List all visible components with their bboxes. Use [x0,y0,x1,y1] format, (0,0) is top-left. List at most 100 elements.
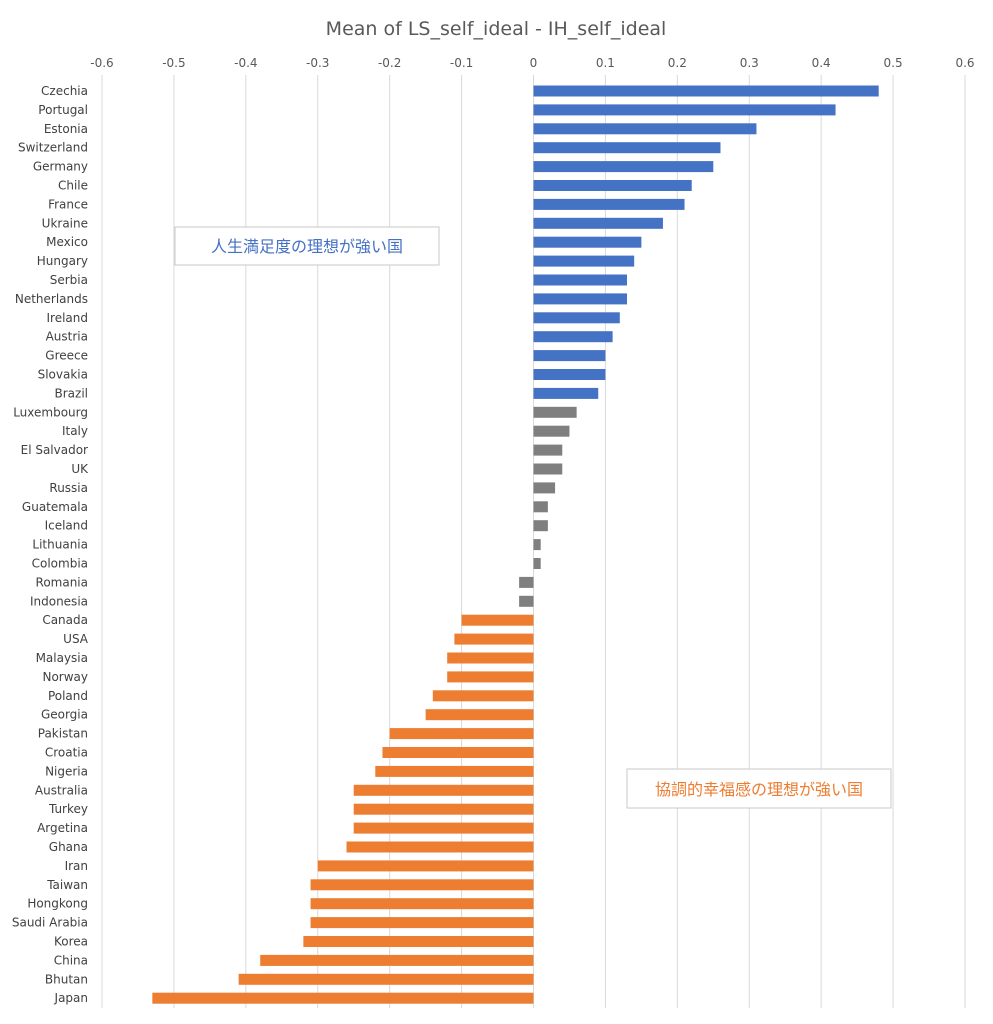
category-label-23: Iceland [45,519,88,533]
bar-28 [461,614,534,626]
bar-15 [533,369,606,380]
category-label-36: Nigeria [45,764,88,778]
bar-44 [310,917,534,929]
bar-6 [533,198,685,210]
bar-13 [533,331,613,343]
bar-33 [425,709,534,721]
bar-16 [533,387,599,399]
category-label-20: UK [71,462,89,476]
bar-18 [533,425,570,437]
x-tick-label-11: 0.5 [884,56,903,70]
category-label-16: Brazil [55,386,89,400]
category-label-1: Portugal [38,103,88,117]
category-label-6: France [48,197,88,211]
x-tick-label-1: -0.5 [162,56,185,70]
bar-47 [238,973,534,985]
bar-37 [353,784,534,796]
category-label-25: Colombia [32,557,88,571]
category-label-40: Ghana [49,840,88,854]
x-tick-label-9: 0.3 [740,56,759,70]
category-label-3: Switzerland [18,141,88,155]
bar-17 [533,406,577,418]
bar-5 [533,180,692,191]
bar-31 [447,671,534,683]
bar-35 [382,747,534,758]
bar-7 [533,217,663,229]
category-label-35: Croatia [45,746,88,760]
bar-11 [533,293,627,305]
category-label-38: Turkey [48,802,88,816]
category-label-28: Canada [42,613,88,627]
bar-10 [533,274,627,286]
callout-orange-text: 協調的幸福感の理想が強い国 [655,780,863,799]
category-label-47: Bhutan [45,972,88,986]
bar-39 [353,822,534,834]
bar-42 [310,879,534,891]
x-tick-label-7: 0.1 [596,56,615,70]
bar-34 [389,728,534,740]
category-labels: Czechia Portugal Estonia Switzerland Germany… [12,84,89,1005]
callout-blue: 人生満足度の理想が強い国 [174,226,440,266]
category-label-8: Mexico [46,235,88,249]
x-tick-label-3: -0.3 [306,56,329,70]
category-label-37: Australia [35,783,88,797]
bar-4 [533,161,714,173]
bar-1 [533,104,836,116]
x-tick-label-12: 0.6 [955,56,974,70]
category-label-5: Chile [58,179,88,193]
category-label-27: Indonesia [30,594,88,608]
bar-0 [533,85,879,97]
category-label-45: Korea [54,935,88,949]
category-label-10: Serbia [50,273,88,287]
category-label-17: Luxembourg [13,405,88,419]
bar-19 [533,444,563,456]
bar-29 [454,633,534,645]
category-label-26: Romania [36,575,88,589]
x-axis-tick-labels: -0.6 -0.5 -0.4 -0.3 -0.2 -0.1 0 0.1 0.2 0.3 0.4 0.5… [90,56,974,70]
category-label-19: El Salvador [21,443,88,457]
x-tick-label-5: -0.1 [450,56,473,70]
bar-2 [533,123,757,135]
category-label-31: Norway [42,670,88,684]
category-label-14: Greece [45,349,88,363]
category-label-34: Pakistan [38,727,88,741]
category-label-21: Russia [49,481,88,495]
bar-23 [533,520,548,532]
category-label-42: Taiwan [46,878,88,892]
bar-45 [303,936,534,947]
bar-14 [533,350,606,362]
category-label-11: Netherlands [15,292,88,306]
x-tick-label-2: -0.4 [234,56,257,70]
bar-22 [533,501,548,513]
category-label-29: USA [63,632,89,646]
category-label-13: Austria [46,330,88,344]
bar-38 [353,803,534,815]
category-label-41: Iran [65,859,88,873]
bars [152,85,879,1004]
bar-3 [533,142,721,154]
x-tick-label-6: 0 [530,56,538,70]
bar-30 [447,652,534,664]
callout-orange: 協調的幸福感の理想が強い国 [626,768,892,809]
bar-12 [533,312,620,324]
category-label-48: Japan [54,991,88,1005]
bar-40 [346,841,534,853]
category-label-2: Estonia [44,122,88,136]
bar-48 [152,992,534,1004]
bar-41 [317,860,534,872]
category-label-0: Czechia [41,84,88,98]
category-label-15: Slovakia [38,368,88,382]
x-tick-label-4: -0.2 [378,56,401,70]
category-label-33: Georgia [41,708,88,722]
category-label-12: Ireland [46,311,88,325]
callout-blue-text: 人生満足度の理想が強い国 [211,237,403,256]
category-label-32: Poland [48,689,88,703]
bar-25 [533,558,541,569]
category-label-39: Argetina [37,821,88,835]
category-label-43: Hongkong [27,897,88,911]
bar-43 [310,898,534,910]
category-label-4: Germany [33,160,88,174]
bar-36 [375,765,534,777]
bar-26 [519,576,534,588]
